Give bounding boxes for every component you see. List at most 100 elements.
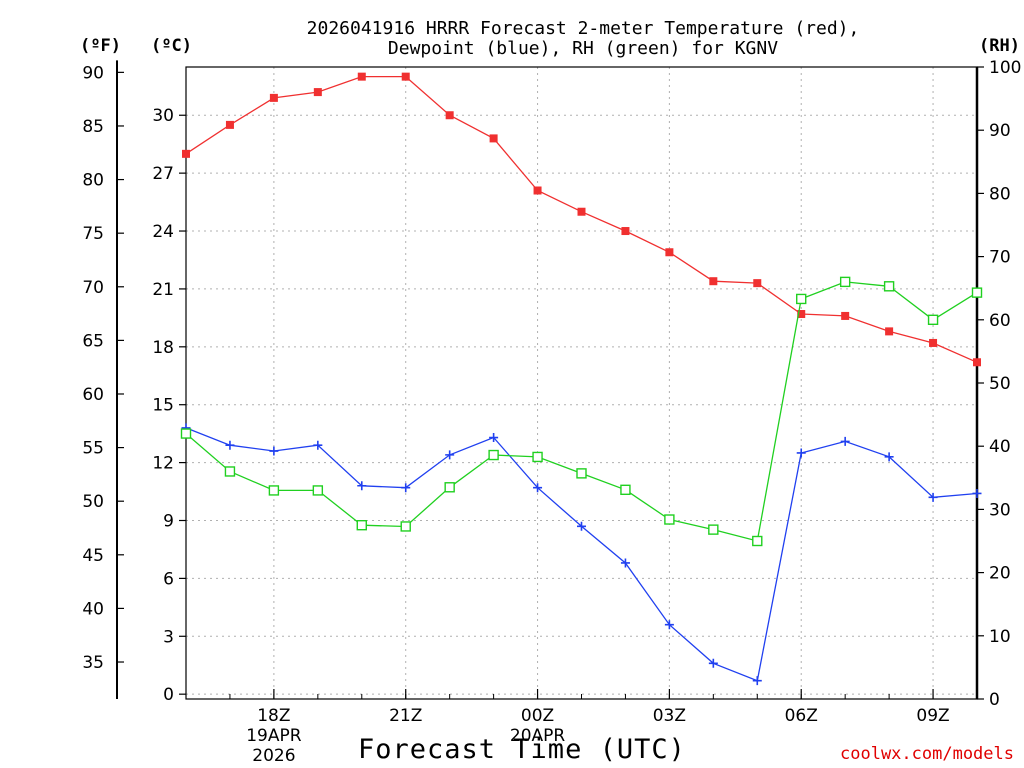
c-tick-label: 3 <box>163 627 174 647</box>
point-temperature <box>533 186 542 195</box>
c-tick-label: 0 <box>163 685 174 705</box>
gridlines <box>186 67 977 699</box>
point-dewpoint <box>533 483 543 493</box>
c-tick-label: 18 <box>152 338 174 358</box>
f-tick-label: 45 <box>82 546 104 566</box>
point-rh <box>752 535 763 547</box>
rh-tick-label: 80 <box>989 184 1011 204</box>
c-tick-label: 6 <box>163 569 174 589</box>
c-tick-label: 30 <box>152 106 174 126</box>
point-rh <box>400 521 411 532</box>
point-rh <box>356 520 367 531</box>
x-tick-label: 03Z <box>653 706 686 726</box>
point-temperature <box>489 134 498 143</box>
f-tick-label: 40 <box>82 599 104 619</box>
rh-tick-label: 10 <box>989 627 1011 647</box>
x-tick-label: 06Z <box>785 706 818 726</box>
unit-label-rh: (RH) <box>979 36 1020 56</box>
point-temperature <box>797 310 806 319</box>
series-line-temperature <box>185 75 978 363</box>
point-temperature <box>973 358 981 367</box>
point-rh <box>268 485 280 496</box>
point-temperature <box>225 120 234 129</box>
point-rh <box>224 466 236 477</box>
point-temperature <box>929 338 938 347</box>
f-tick-label: 85 <box>82 117 104 137</box>
point-rh <box>532 451 543 463</box>
x-tick-label: 18Z <box>257 706 290 726</box>
rh-tick-label: 70 <box>989 248 1011 268</box>
point-dewpoint <box>664 620 674 630</box>
point-rh <box>664 514 675 525</box>
point-temperature <box>885 327 894 336</box>
c-tick-label: 24 <box>152 222 174 242</box>
c-tick-label: 9 <box>163 511 174 531</box>
rh-tick-label: 90 <box>989 121 1011 141</box>
point-temperature <box>665 248 674 257</box>
c-tick-label: 21 <box>152 280 174 300</box>
point-dewpoint <box>708 658 718 668</box>
c-tick-label: 12 <box>152 454 174 474</box>
point-dewpoint <box>357 481 367 491</box>
point-temperature <box>313 88 322 97</box>
f-tick-label: 65 <box>82 331 104 351</box>
point-temperature <box>445 111 454 120</box>
point-temperature <box>709 277 718 286</box>
point-dewpoint <box>401 483 411 493</box>
series-line-dewpoint <box>185 427 978 682</box>
f-tick-label: 60 <box>82 385 104 405</box>
x-axis-label: Forecast Time (UTC) <box>358 734 686 765</box>
chart-title-line-1: 2026041916 HRRR Forecast 2-meter Tempera… <box>306 18 860 39</box>
f-tick-label: 35 <box>82 653 104 673</box>
point-dewpoint <box>620 558 630 568</box>
point-rh <box>576 468 587 479</box>
point-rh <box>883 281 895 292</box>
point-rh <box>927 314 939 325</box>
f-tick-label: 80 <box>82 171 104 191</box>
point-rh <box>839 276 851 288</box>
x-tick-sublabel: 19APR <box>246 726 302 746</box>
point-rh <box>444 482 455 493</box>
f-tick-label: 55 <box>82 439 104 459</box>
point-temperature <box>577 207 586 216</box>
x-tick-label: 00Z <box>521 706 554 726</box>
f-tick-label: 75 <box>82 224 104 244</box>
point-rh <box>312 485 324 496</box>
point-dewpoint <box>445 450 455 460</box>
point-dewpoint <box>928 492 938 502</box>
point-dewpoint <box>840 436 850 446</box>
point-rh <box>488 449 499 461</box>
rh-tick-label: 50 <box>989 374 1011 394</box>
point-rh <box>708 524 719 535</box>
point-dewpoint <box>972 488 982 498</box>
f-tick-label: 70 <box>82 278 104 298</box>
point-temperature <box>182 149 190 158</box>
unit-label-celsius: (ºC) <box>151 36 192 56</box>
point-temperature <box>841 311 850 320</box>
point-dewpoint <box>313 440 323 450</box>
unit-label-fahrenheit: (ºF) <box>80 36 121 56</box>
credit-link[interactable]: coolwx.com/models <box>840 744 1014 764</box>
axes <box>116 60 984 700</box>
point-dewpoint <box>752 676 762 686</box>
f-tick-label: 90 <box>82 63 104 83</box>
rh-tick-label: 30 <box>989 500 1011 520</box>
chart-title-line-2: Dewpoint (blue), RH (green) for KGNV <box>387 38 779 59</box>
point-rh <box>180 428 192 439</box>
point-rh <box>796 293 807 305</box>
point-dewpoint <box>577 521 586 531</box>
point-dewpoint <box>225 440 235 450</box>
data-series <box>180 72 983 686</box>
rh-tick-label: 0 <box>989 690 1000 710</box>
point-dewpoint <box>269 446 279 456</box>
point-temperature <box>401 72 410 81</box>
x-tick-sublabel: 20APR <box>510 726 566 746</box>
point-temperature <box>357 72 366 81</box>
plot-frame <box>185 66 978 700</box>
tick-labels: 35 40 45 50 55 60 65 70 75 80 85 90 0 3 6 9 12 15 18 21 24 27… <box>82 58 1021 766</box>
point-dewpoint <box>489 433 499 443</box>
c-tick-label: 27 <box>152 164 174 184</box>
rh-tick-label: 20 <box>989 564 1011 584</box>
point-temperature <box>269 93 278 102</box>
